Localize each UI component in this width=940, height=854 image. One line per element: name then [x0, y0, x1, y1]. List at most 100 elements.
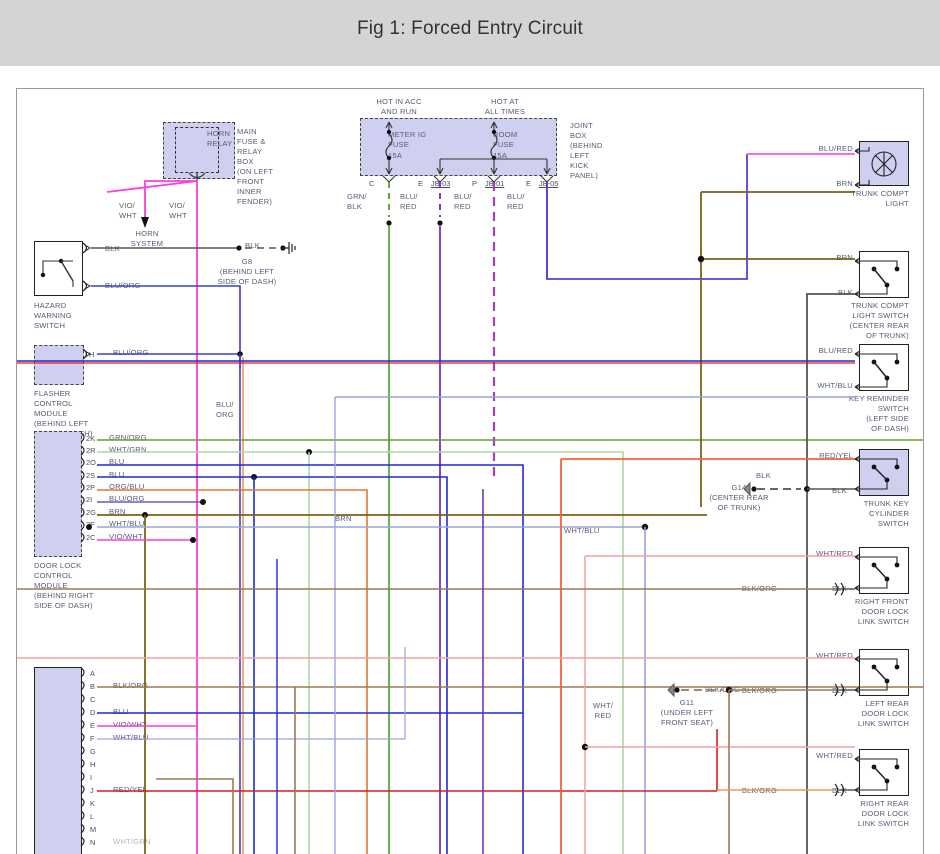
dlcm-pin-2I: 2I [86, 495, 93, 504]
dlcm-wire-2F: WHT/BLU [109, 519, 145, 528]
figure-header-bar: Fig 1: Forced Entry Circuit [0, 0, 940, 66]
wiring-diagram-frame: HORN RELAY MAIN FUSE & RELAY BOX (ON LEF… [16, 88, 924, 854]
terminal-pin-E1: E [418, 179, 423, 188]
ground-G14-location: (CENTER REAR OF TRUNK) [709, 493, 769, 512]
lower-pin-M: M [90, 825, 97, 834]
lower-pin-B: B [90, 682, 95, 691]
main-fuse-relay-box-label: MAIN FUSE & RELAY BOX (ON LEFT FRONT INN… [237, 127, 274, 206]
wire-label-tcl-blu-red: BLU/RED [818, 144, 853, 153]
wire-label-mid-blu-org: BLU/ ORG [216, 400, 234, 419]
wire-label-blu-red-1: BLU/ RED [400, 192, 418, 211]
wire-label-tcl-brn: BRN [836, 179, 853, 188]
wire-label-rrd-blk-org: BLK/ORG [741, 786, 777, 795]
wire-label-lrd-wht-red: WHT/RED [816, 651, 853, 660]
door-lock-control-module-box [34, 431, 82, 557]
ground-G11-location: (UNDER LEFT FRONT SEAT) [660, 708, 714, 727]
wire-label-tcls-blk: BLK [838, 288, 853, 297]
wire-label-tcls-brn: BRN [836, 253, 853, 262]
right-rear-dlls-label: RIGHT REAR DOOR LOCK LINK SWITCH [857, 799, 909, 828]
trunk-compt-light-box [859, 141, 909, 186]
trunk-compt-light-label: TRUNK COMPT LIGHT [851, 189, 909, 208]
wire-label-mid-wht-red: WHT/ RED [592, 701, 614, 720]
ground-G8-location: (BEHIND LEFT SIDE OF DASH) [217, 267, 277, 286]
lower-pin-C: C [90, 695, 96, 704]
meter-ig-supply-label: HOT IN ACC AND RUN [376, 97, 422, 116]
joint-box [360, 118, 557, 176]
wire-label-tkcs-red-yel: RED/YEL [819, 451, 853, 460]
dlcm-pin-2K: 2K [86, 434, 96, 443]
wire-label-mid-wht-blu: WHT/BLU [564, 526, 600, 535]
dlcm-wire-2O: BLU [109, 457, 125, 466]
lower-wire-E: VIO/WHT [113, 720, 147, 729]
wire-label-blu-red-2: BLU/ RED [454, 192, 472, 211]
wire-label-rfd-blk: BLK [832, 584, 847, 593]
ground-G14-id: G14 [731, 483, 747, 492]
wire-label-rfd-blk-org: BLK/ORG [741, 584, 777, 593]
trunk-compt-light-switch-box [859, 251, 909, 298]
lower-pin-H: H [90, 760, 96, 769]
meter-ig-fuse-rating: 15A [388, 151, 403, 160]
trunk-compt-light-switch-label: TRUNK COMPT LIGHT SWITCH (CENTER REAR OF… [849, 301, 909, 340]
lower-pin-L: L [90, 812, 95, 821]
dlcm-wire-2G: BRN [109, 507, 126, 516]
lower-pin-I: I [90, 773, 93, 782]
wire-label-g8-blk: BLK [245, 241, 260, 250]
lower-pin-E: E [90, 721, 95, 730]
right-front-dlls-label: RIGHT FRONT DOOR LOCK LINK SWITCH [855, 597, 909, 626]
wire-label-tkcs-blk: BLK [832, 486, 847, 495]
horn-system-label: HORN SYSTEM [130, 229, 164, 248]
hazard-warning-switch-label: HAZARD WARNING SWITCH [34, 301, 72, 330]
terminal-connector-JB-01: JB-01 [485, 179, 505, 188]
lower-pin-J: J [90, 786, 94, 795]
ground-G11-id: G11 [679, 698, 695, 707]
dlcm-pin-2S: 2S [86, 471, 96, 480]
lower-wire-B: BLK/ORG [113, 681, 149, 690]
meter-ig-fuse-label: METER IG FUSE [388, 130, 427, 149]
terminal-pin-P: P [472, 179, 477, 188]
horn-relay-box [175, 127, 219, 173]
dlcm-pin-2C: 2C [86, 533, 96, 542]
wire-label-g11-blk-org: BLK/ORG [705, 685, 741, 694]
wire-label-flasher-blu-org: BLU/ORG [113, 348, 149, 357]
right-front-door-lock-link-switch-box [859, 547, 909, 594]
wire-label-horn-vio-wht-right: VIO/ WHT [169, 201, 187, 220]
hazard-warning-switch-box [34, 241, 83, 296]
room-fuse-rating: 15A [493, 151, 508, 160]
wire-label-rfd-wht-red: WHT/RED [816, 549, 853, 558]
dlcm-pin-2P: 2P [86, 483, 96, 492]
ground-G8-id: G8 [241, 257, 253, 266]
dlcm-wire-2S: BLU [109, 470, 125, 479]
trunk-key-cylinder-switch-box [859, 449, 909, 496]
dlcm-pin-2O: 2O [86, 458, 96, 467]
dlcm-wire-2R: WHT/GRN [109, 445, 147, 454]
key-reminder-switch-box [859, 344, 909, 391]
left-rear-door-lock-link-switch-box [859, 649, 909, 696]
figure-title: Fig 1: Forced Entry Circuit [356, 18, 584, 39]
lower-pin-N: N [90, 838, 96, 847]
flasher-control-module-box [34, 345, 84, 385]
door-lock-control-module-label: DOOR LOCK CONTROL MODULE (BEHIND RIGHT S… [34, 561, 94, 610]
wire-label-rrd-blk: BLK [832, 786, 847, 795]
dlcm-wire-2K: GRN/ORG [109, 433, 147, 442]
joint-box-label: JOINT BOX (BEHIND LEFT KICK PANEL) [570, 121, 603, 180]
wire-label-krs-blu-red: BLU/RED [818, 346, 853, 355]
lower-pin-F: F [90, 734, 95, 743]
wiring-diagram-canvas: HORN RELAY MAIN FUSE & RELAY BOX (ON LEF… [17, 89, 923, 854]
terminal-pin-E2: E [526, 179, 531, 188]
right-rear-door-lock-link-switch-box [859, 749, 909, 796]
lower-wire-J: RED/YEL [113, 785, 147, 794]
wire-label-blu-red-3: BLU/ RED [507, 192, 525, 211]
terminal-connector-JB-05: JB-05 [539, 179, 559, 188]
wire-label-krs-wht-blu: WHT/BLU [817, 381, 853, 390]
lower-pin-D: D [90, 708, 96, 717]
left-rear-dlls-label: LEFT REAR DOOR LOCK LINK SWITCH [857, 699, 909, 728]
dlcm-pin-2F: 2F [86, 520, 95, 529]
terminal-pin-C: C [369, 179, 375, 188]
wire-label-g14-blk: BLK [756, 471, 771, 480]
lower-connector-box [34, 667, 82, 854]
dlcm-wire-2I: BLU/ORG [109, 494, 145, 503]
trunk-key-cylinder-switch-label: TRUNK KEY CYLINDER SWITCH [863, 499, 909, 528]
wire-label-hazard-blu-org: BLU/ORG [105, 281, 141, 290]
lower-wire-N: WHT/GRN [113, 837, 151, 846]
